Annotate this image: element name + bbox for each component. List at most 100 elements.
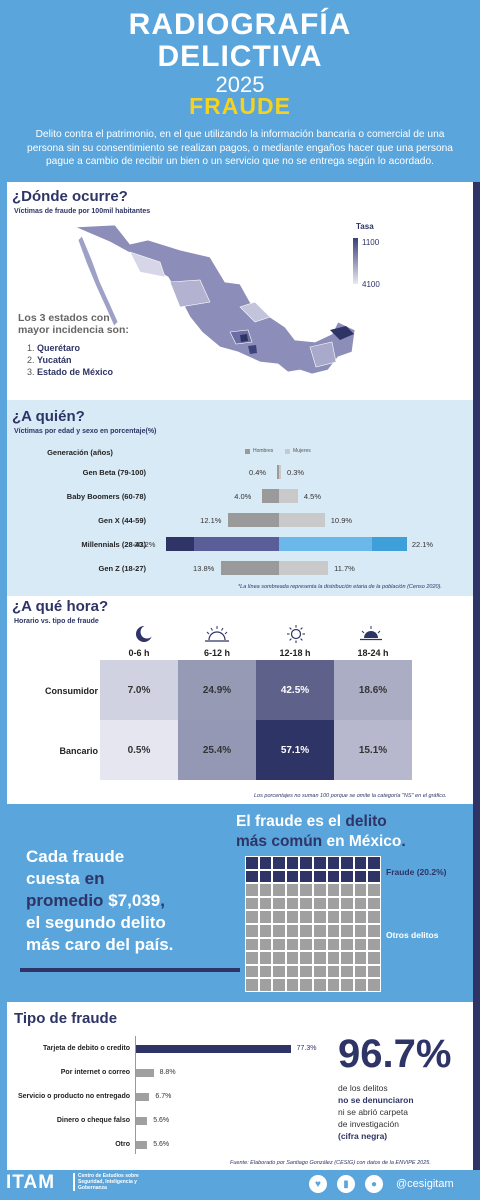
waffle-cell-fraud xyxy=(272,856,286,870)
men-value: 12.1% xyxy=(200,516,222,525)
waffle-cell-fraud xyxy=(326,869,341,884)
cost-line-1: Cada fraude xyxy=(26,847,125,866)
waffle-cell-other xyxy=(258,937,273,952)
bar-women xyxy=(279,561,329,575)
waffle-cell-other xyxy=(285,937,300,952)
waffle-cell-other xyxy=(340,883,354,897)
waffle-cell-fraud xyxy=(326,856,341,870)
column-header: 0-6 h xyxy=(128,648,150,658)
women-value: 11.7% xyxy=(334,564,355,573)
type-value: 6.7% xyxy=(155,1093,172,1100)
waffle-cell-other xyxy=(299,883,313,897)
waffle-cell-other xyxy=(258,951,273,965)
waffle-cell-other xyxy=(258,910,273,924)
waffle-cell-fraud xyxy=(367,869,381,884)
waffle-cell-other xyxy=(285,896,300,911)
waffle-cell-other xyxy=(367,883,381,897)
waffle-cell-fraud xyxy=(353,856,368,870)
waffle-cell-other xyxy=(272,923,286,938)
waffle-cell-other xyxy=(326,951,341,965)
waffle-cell-other xyxy=(326,883,341,897)
top3-list: 1. Querétaro 2. Yucatán 3. Estado de Méx… xyxy=(27,342,113,378)
unreported-percent: 96.7% xyxy=(338,1032,452,1076)
waffle-cell-other xyxy=(340,937,354,952)
baja-california-shape xyxy=(77,235,119,327)
column-header: 18-24 h xyxy=(357,648,389,658)
waffle-cell-other xyxy=(285,923,300,938)
yucatan-shape xyxy=(330,326,354,340)
common-text: El fraude es el delito más común en Méxi… xyxy=(236,813,406,850)
age-group-label: Millennials (28-43) xyxy=(81,540,146,549)
who-subtitle: Víctimas por edad y sexo en porcentaje(%… xyxy=(14,428,157,435)
type-bar xyxy=(136,1141,148,1149)
where-title: ¿Dónde ocurre? xyxy=(12,188,128,205)
waffle-cell-other xyxy=(340,978,354,992)
waffle-cell-fraud xyxy=(312,856,327,870)
share-icon[interactable]: ● xyxy=(365,1175,383,1193)
age-group-label: Gen Beta (79-100) xyxy=(82,468,146,477)
accent-line xyxy=(20,968,240,972)
type-bar xyxy=(136,1117,148,1125)
types-title: Tipo de fraude xyxy=(14,1010,118,1027)
waffle-cell-other xyxy=(272,951,286,965)
waffle-cell-fraud xyxy=(367,856,381,870)
waffle-cell-fraud xyxy=(285,856,300,870)
bookmark-icon[interactable]: ▮ xyxy=(337,1175,355,1193)
bar-men xyxy=(221,561,279,575)
waffle-cell-other xyxy=(272,964,286,979)
state-shape xyxy=(239,301,271,323)
waffle-cell-other xyxy=(272,896,286,911)
org-name: Centro de Estudios sobre Seguridad, Inte… xyxy=(73,1173,159,1191)
waffle-cell-other xyxy=(326,964,341,979)
cost-line-4: el segundo delito xyxy=(26,913,166,932)
women-value: 0.3% xyxy=(287,468,305,477)
waffle-cell-other xyxy=(353,910,368,924)
men-value: 13.8% xyxy=(193,564,215,573)
subject-title: FRAUDE xyxy=(189,93,291,119)
waffle-cell-other xyxy=(258,964,273,979)
top3-heading-2: mayor incidencia son: xyxy=(18,324,129,336)
waffle-cell-other xyxy=(245,964,259,979)
other-label: Otros delitos xyxy=(386,930,439,940)
waffle-chart xyxy=(245,856,381,992)
mexico-map xyxy=(74,224,356,375)
heart-icon[interactable]: ♥ xyxy=(309,1175,327,1193)
state-shape xyxy=(309,341,337,368)
bar-women xyxy=(279,465,281,479)
waffle-cell-other xyxy=(299,923,313,938)
queretaro-shape xyxy=(240,334,248,342)
description: Delito contra el patrimonio, en el que u… xyxy=(27,129,453,167)
waffle-cell-other xyxy=(258,923,273,938)
source: Fuente: Elaborado por Santiago González … xyxy=(230,1160,431,1166)
waffle-cell-other xyxy=(353,937,368,952)
waffle-cell-fraud xyxy=(299,869,313,884)
bar-women xyxy=(279,513,325,527)
waffle-cell-other xyxy=(285,964,300,979)
waffle-cell-other xyxy=(245,883,259,897)
unreported-text: de los delitos no se denunciaron ni se a… xyxy=(338,1083,414,1141)
waffle-cell-other xyxy=(245,923,259,938)
waffle-cell-other xyxy=(367,937,381,952)
waffle-cell-other xyxy=(326,910,341,924)
footer xyxy=(0,1170,480,1200)
waffle-cell-other xyxy=(312,883,327,897)
sun-icon xyxy=(287,625,305,643)
list-item: 2. Yucatán xyxy=(27,355,72,365)
waffle-cell-other xyxy=(353,978,368,992)
social-handle[interactable]: @cesigitam xyxy=(396,1178,454,1190)
waffle-cell-other xyxy=(326,923,341,938)
year: 2025 xyxy=(215,72,265,97)
waffle-cell-other xyxy=(312,937,327,952)
bar-men xyxy=(277,465,279,479)
moon-icon xyxy=(136,625,154,642)
type-value: 5.6% xyxy=(153,1117,170,1124)
waffle-cell-other xyxy=(367,964,381,979)
waffle-cell-other xyxy=(299,964,313,979)
bar-women xyxy=(279,537,372,551)
waffle-cell-fraud xyxy=(272,869,286,884)
legend-women: Mujeres xyxy=(293,448,311,454)
type-bar xyxy=(136,1093,150,1101)
waffle-cell-other xyxy=(245,896,259,911)
bar-men xyxy=(194,537,279,551)
heatmap-cell: 57.1% xyxy=(256,720,334,780)
